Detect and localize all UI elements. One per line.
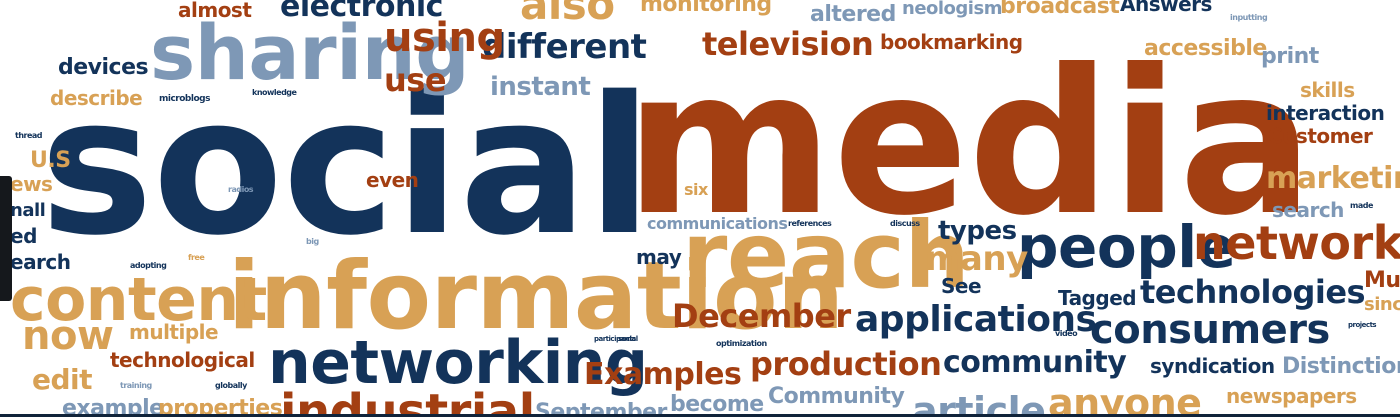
word-3: information [228,242,844,351]
word-31: types [938,216,1017,246]
word-44: knowledge [252,88,297,97]
word-50: almost [178,0,252,22]
window-edge-handle [0,176,12,301]
word-72: video [1055,329,1078,338]
word-70: social [618,335,638,343]
word-58: inputting [1230,13,1268,22]
word-62: nall [10,200,46,221]
word-26: skills [1300,78,1355,102]
word-78: September [535,400,667,417]
word-52: also [520,0,615,29]
word-61: ews [10,172,53,196]
word-43: microblogs [159,94,210,104]
word-23: bookmarking [880,30,1023,54]
word-39: edit [32,363,93,396]
word-20: now [22,313,114,359]
word-79: become [670,392,764,417]
word-84: sinc [1364,294,1400,315]
word-60: U.S [30,148,71,173]
word-33: See [941,274,982,298]
word-68: free [188,253,205,262]
word-75: example [62,396,164,417]
window-bottom-border [0,414,1400,417]
word-74: globally [215,381,247,390]
word-40: multiple [129,320,219,344]
word-0: social [40,56,652,277]
word-7: people [1017,213,1236,281]
word-53: monitoring [640,0,772,17]
word-27: interaction [1266,101,1385,125]
word-21: use [384,61,447,99]
word-28: Customer [1268,124,1373,148]
word-47: communications [647,214,788,233]
word-49: discuss [890,219,920,228]
word-35: syndication [1150,354,1275,378]
word-10: applications [855,299,1097,340]
word-30: search [1272,198,1344,222]
word-82: anyone [1048,381,1202,417]
word-71: optimization [716,339,767,348]
word-55: neologism [902,0,1002,19]
word-69: participants [594,335,636,343]
word-9: consumers [1090,307,1330,353]
word-12: different [482,27,647,67]
word-22: instant [490,72,591,102]
word-16: production [750,345,942,383]
word-32: may [636,245,682,269]
word-17: community [943,345,1127,380]
word-14: using [384,15,505,61]
word-57: Answers [1120,0,1212,16]
word-85: projects [1348,321,1377,329]
word-45: even [366,168,419,192]
word-86: made [1350,201,1373,210]
word-1: media [625,27,1314,260]
word-36: Distinction [1282,354,1400,379]
word-73: training [120,381,152,390]
word-66: big [306,237,319,246]
word-5: content [10,265,267,335]
word-42: describe [50,86,143,110]
word-4: sharing [150,8,470,97]
word-15: December [672,297,851,335]
word-6: networking [268,328,648,398]
word-59: thread [15,131,43,140]
word-25: print [1261,44,1319,69]
word-67: adopting [130,261,167,270]
word-41: devices [58,55,149,80]
word-24: accessible [1144,36,1267,61]
word-65: radios [228,185,254,194]
word-34: Tagged [1058,286,1137,310]
word-56: broadcast [1000,0,1120,19]
word-77: industrial [280,384,535,417]
word-64: earch [10,250,71,274]
word-48: references [788,219,832,228]
word-51: electronic [280,0,443,24]
word-13: television [702,25,874,63]
word-63: ed [10,224,37,248]
word-76: properties [158,396,283,417]
word-37: newspapers [1226,384,1357,408]
word-18: Examples [584,357,742,392]
word-83: Mu [1364,268,1400,293]
word-81: article [912,389,1046,417]
word-11: technologies [1140,273,1366,311]
word-54: altered [810,2,896,27]
word-46: six [684,180,708,199]
word-2: reach [682,202,970,309]
word-19: many [925,239,1028,279]
word-8: network [1193,216,1400,270]
word-38: technological [110,348,255,372]
word-80: Community [768,384,905,409]
word-29: marketin [1266,161,1400,196]
